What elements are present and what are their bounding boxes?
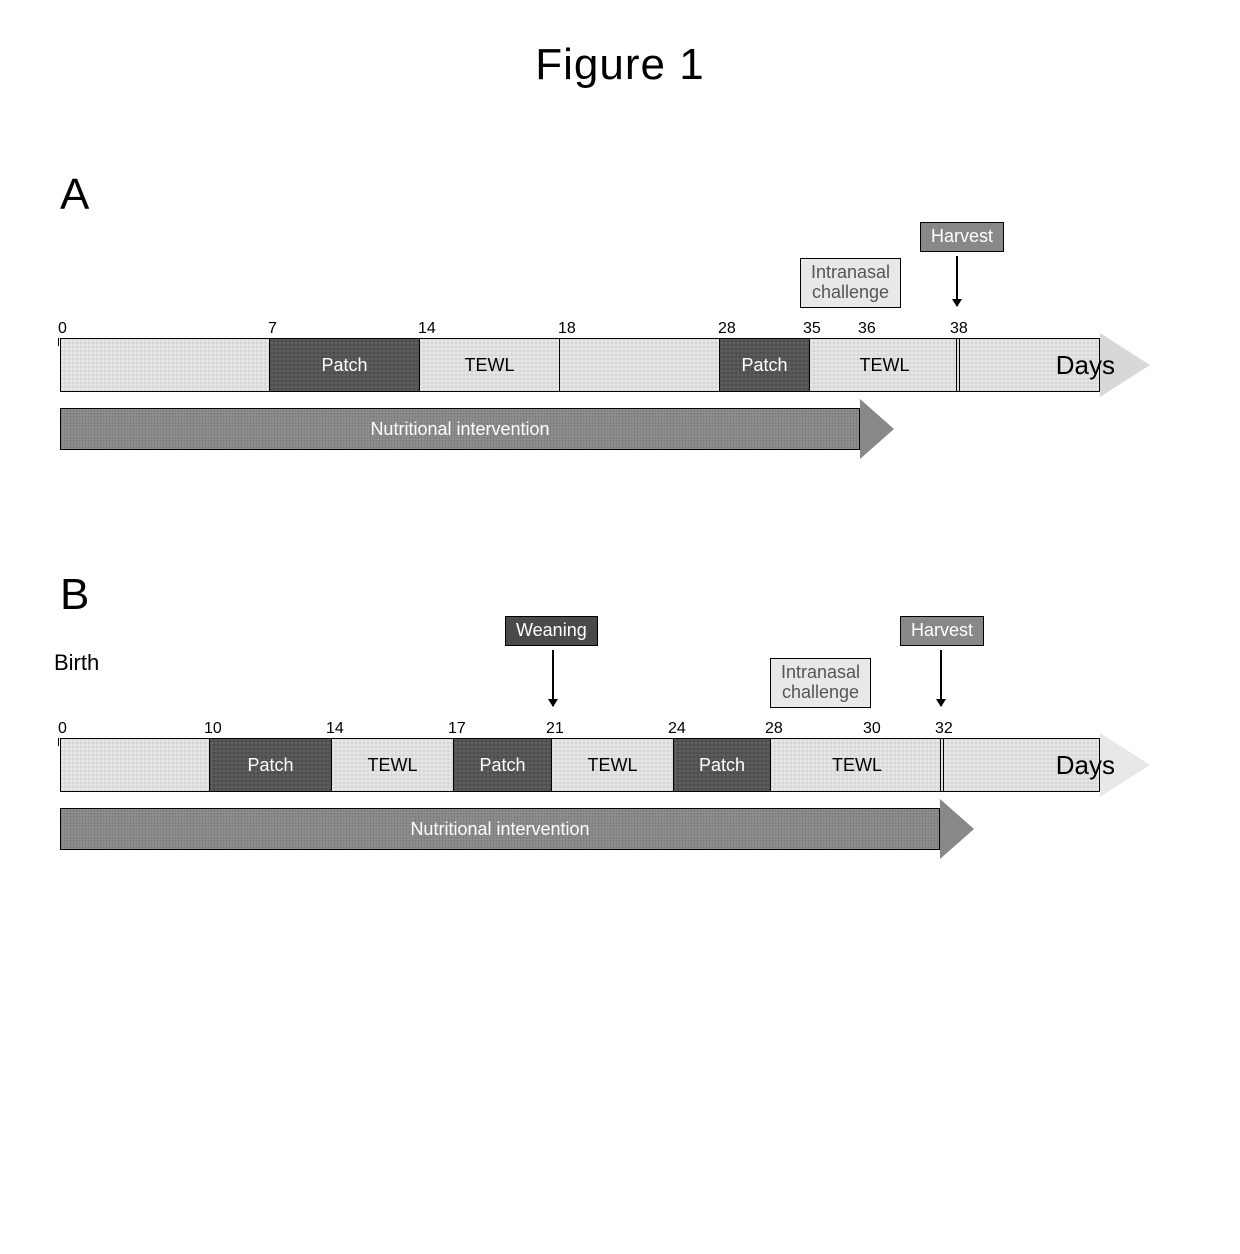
segment-tewl: TEWL <box>552 738 674 792</box>
tick: 28 <box>765 720 783 738</box>
panel-b: B Birth Weaning Harvest Intranasal chall… <box>60 570 1180 870</box>
tick: 14 <box>418 320 436 338</box>
bar-row-b: PatchTEWLPatchTEWLPatchTEWL Days <box>60 738 1180 792</box>
weaning-arrow-b <box>552 650 554 706</box>
vline-a <box>956 338 957 392</box>
tick: 32 <box>935 720 953 738</box>
tick-row-b: 0 10 14 17 21 24 28 30 32 <box>60 710 1180 738</box>
intervention-bar-a: Nutritional intervention <box>60 408 860 450</box>
tick: 17 <box>448 720 466 738</box>
tick: 7 <box>268 320 277 338</box>
segment-blank <box>60 738 210 792</box>
tick: 28 <box>718 320 736 338</box>
segment-blank <box>60 338 270 392</box>
harvest-arrow-a <box>956 256 958 306</box>
intervention-head-a <box>860 399 894 459</box>
harvest-callout-b: Harvest <box>900 616 984 646</box>
tick: 14 <box>326 720 344 738</box>
segment-tewl: TEWL <box>771 738 944 792</box>
tick: 30 <box>863 720 881 738</box>
tick: 10 <box>204 720 222 738</box>
segment-tewl: TEWL <box>810 338 960 392</box>
segment-patch: Patch <box>270 338 420 392</box>
harvest-arrow-b <box>940 650 942 706</box>
intranasal-callout-b: Intranasal challenge <box>770 658 871 708</box>
days-label-a: Days <box>1056 350 1115 381</box>
tick: 35 <box>803 320 821 338</box>
tick: 0 <box>58 720 67 738</box>
intervention-label-a: Nutritional intervention <box>370 419 549 440</box>
segment-patch: Patch <box>210 738 332 792</box>
tick: 0 <box>58 320 67 338</box>
panel-b-timeline: Birth Weaning Harvest Intranasal challen… <box>60 710 1180 870</box>
panel-a-label: A <box>60 170 1180 220</box>
intervention-row-a: Nutritional intervention <box>60 408 1180 450</box>
segment-patch: Patch <box>454 738 552 792</box>
bar-row-a: PatchTEWLPatchTEWL Days <box>60 338 1180 392</box>
figure-title: Figure 1 <box>60 40 1180 90</box>
panel-b-label: B <box>60 570 1180 620</box>
panel-a: A Intranasal challenge Harvest 0 7 14 18 28 3… <box>60 170 1180 470</box>
segment-patch: Patch <box>720 338 810 392</box>
segment-blank <box>560 338 720 392</box>
tick: 24 <box>668 720 686 738</box>
intervention-row-b: Nutritional intervention <box>60 808 1180 850</box>
tick: 21 <box>546 720 564 738</box>
weaning-callout-b: Weaning <box>505 616 598 646</box>
harvest-callout-a: Harvest <box>920 222 1004 252</box>
days-label-b: Days <box>1056 750 1115 781</box>
vline-b <box>940 738 941 792</box>
segment-patch: Patch <box>674 738 771 792</box>
tick-row-a: 0 7 14 18 28 35 36 38 <box>60 310 1180 338</box>
intervention-bar-b: Nutritional intervention <box>60 808 940 850</box>
panel-a-timeline: Intranasal challenge Harvest 07141828353… <box>60 310 1180 470</box>
segment-tewl: TEWL <box>332 738 454 792</box>
tick: 38 <box>950 320 968 338</box>
intranasal-callout-a: Intranasal challenge <box>800 258 901 308</box>
segment-tewl: TEWL <box>420 338 560 392</box>
intervention-label-b: Nutritional intervention <box>410 819 589 840</box>
intervention-head-b <box>940 799 974 859</box>
tick: 36 <box>858 320 876 338</box>
tick: 18 <box>558 320 576 338</box>
birth-label: Birth <box>54 650 99 676</box>
